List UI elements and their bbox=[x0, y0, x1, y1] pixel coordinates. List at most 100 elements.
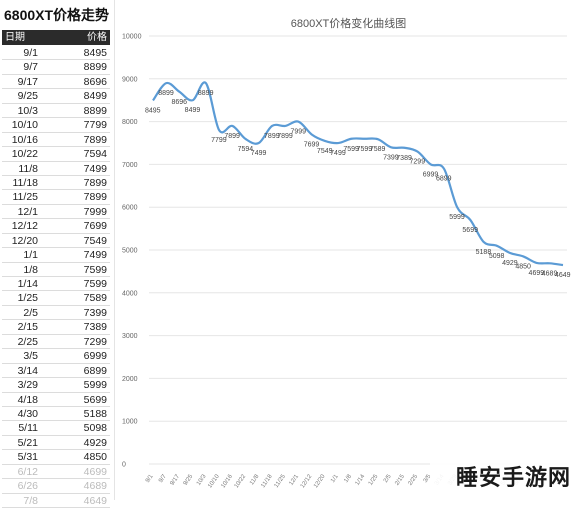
row-date: 9/25 bbox=[18, 89, 38, 103]
row-price: 7999 bbox=[84, 205, 107, 219]
row-date: 5/21 bbox=[18, 436, 38, 450]
y-tick-label: 10000 bbox=[122, 34, 142, 41]
row-date: 6/26 bbox=[18, 479, 38, 493]
row-price: 5188 bbox=[84, 407, 107, 421]
x-tick-label: 2/15 bbox=[394, 473, 406, 487]
row-price: 7899 bbox=[84, 190, 107, 204]
row-price: 7594 bbox=[84, 147, 107, 161]
row-date: 4/18 bbox=[18, 393, 38, 407]
table-row: 2/15 7389 bbox=[2, 320, 110, 334]
row-date: 1/14 bbox=[18, 277, 38, 291]
row-date: 5/31 bbox=[18, 450, 38, 464]
x-tick-label: 9/1 bbox=[145, 473, 155, 484]
data-label: 5999 bbox=[449, 214, 465, 221]
table-row: 9/7 8899 bbox=[2, 60, 110, 74]
y-tick-label: 8000 bbox=[122, 119, 138, 126]
y-tick-label: 4000 bbox=[122, 290, 138, 297]
table-row: 3/14 6899 bbox=[2, 364, 110, 378]
data-label: 6899 bbox=[436, 176, 452, 183]
data-label: 8899 bbox=[158, 90, 174, 97]
y-tick-label: 3000 bbox=[122, 333, 138, 340]
y-tick-label: 9000 bbox=[122, 76, 138, 83]
row-date: 9/1 bbox=[23, 46, 38, 60]
table-row: 3/5 6999 bbox=[2, 349, 110, 363]
watermark-logo: 睡安手游网 bbox=[456, 460, 571, 492]
x-tick-label: 1/8 bbox=[343, 473, 353, 484]
row-price: 7549 bbox=[84, 234, 107, 248]
row-price: 8899 bbox=[84, 104, 107, 118]
row-date: 9/7 bbox=[23, 60, 38, 74]
table-row: 10/3 8899 bbox=[2, 104, 110, 118]
data-label: 8495 bbox=[145, 107, 161, 114]
x-tick-label: 10/16 bbox=[220, 473, 234, 489]
x-tick-label: 11/25 bbox=[274, 473, 288, 489]
row-price: 7299 bbox=[84, 335, 107, 349]
data-label: 8899 bbox=[198, 90, 214, 97]
y-tick-label: 7000 bbox=[122, 162, 138, 169]
data-label: 8499 bbox=[185, 107, 201, 114]
row-date: 10/10 bbox=[12, 118, 38, 132]
row-date: 1/1 bbox=[23, 248, 38, 262]
row-date: 5/11 bbox=[18, 421, 38, 435]
y-tick-label: 2000 bbox=[122, 376, 138, 383]
row-date: 2/5 bbox=[23, 306, 38, 320]
row-price: 7499 bbox=[84, 248, 107, 262]
row-date: 3/14 bbox=[18, 364, 38, 378]
row-price: 4850 bbox=[84, 450, 107, 464]
row-price: 6999 bbox=[84, 349, 107, 363]
table-row: 6/26 4689 bbox=[2, 479, 110, 493]
table-row: 1/1 7499 bbox=[2, 248, 110, 262]
row-date: 9/17 bbox=[18, 75, 38, 89]
x-tick-label: 2/25 bbox=[408, 473, 420, 487]
x-tick-label: 9/17 bbox=[169, 473, 181, 487]
x-tick-label: 1/25 bbox=[368, 473, 380, 487]
data-label: 5699 bbox=[462, 227, 478, 234]
y-tick-label: 6000 bbox=[122, 205, 138, 212]
row-price: 7589 bbox=[84, 291, 107, 305]
row-price: 8899 bbox=[84, 60, 107, 74]
x-tick-label: 2/5 bbox=[383, 473, 393, 484]
table-title: 6800XT价格走势 bbox=[4, 4, 114, 26]
y-tick-label: 0 bbox=[122, 462, 126, 469]
data-label: 5098 bbox=[489, 253, 505, 260]
row-date: 2/15 bbox=[18, 320, 38, 334]
row-date: 10/3 bbox=[18, 104, 38, 118]
row-price: 6899 bbox=[84, 364, 107, 378]
table-header: 日期 价格 bbox=[2, 30, 110, 45]
y-tick-label: 5000 bbox=[122, 248, 138, 255]
row-date: 1/8 bbox=[23, 263, 38, 277]
row-date: 12/1 bbox=[18, 205, 38, 219]
x-tick-label: 11/8 bbox=[249, 473, 261, 486]
row-date: 11/8 bbox=[18, 162, 38, 176]
header-price: 价格 bbox=[87, 30, 107, 45]
row-date: 3/5 bbox=[23, 349, 38, 363]
row-price: 7389 bbox=[84, 320, 107, 334]
row-price: 4929 bbox=[84, 436, 107, 450]
row-date: 12/12 bbox=[12, 219, 38, 233]
x-tick-label: 10/22 bbox=[234, 473, 248, 489]
row-price: 4649 bbox=[84, 494, 107, 508]
x-tick-label: 1/14 bbox=[355, 473, 367, 487]
row-price: 7899 bbox=[84, 133, 107, 147]
data-label: 4649 bbox=[555, 272, 571, 279]
row-price: 4689 bbox=[84, 479, 107, 493]
header-date: 日期 bbox=[5, 30, 25, 45]
